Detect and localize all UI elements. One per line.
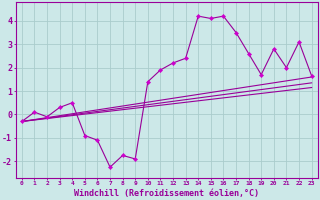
X-axis label: Windchill (Refroidissement éolien,°C): Windchill (Refroidissement éolien,°C) (74, 189, 259, 198)
